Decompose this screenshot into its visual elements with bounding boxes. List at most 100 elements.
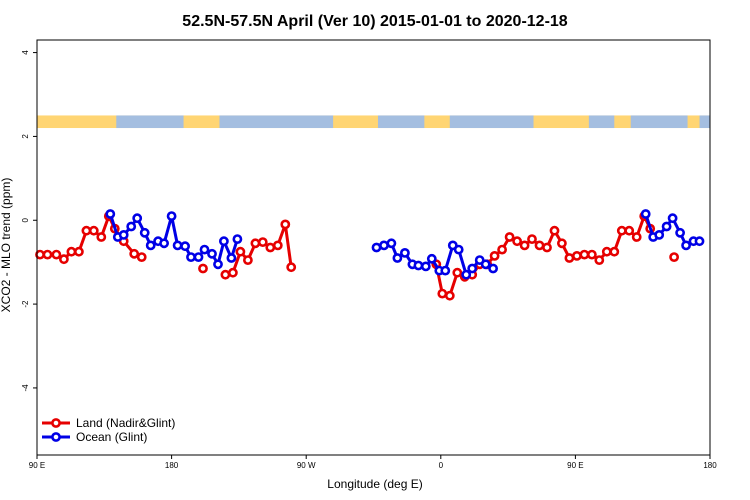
series-0-point-2-9 (286, 262, 297, 273)
axes: 90 E 180 90 W 0 90 E 180 4 2 0 -2 -4 (21, 50, 717, 470)
x-axis-label: Longitude (deg E) (327, 477, 422, 491)
legend-label-1: Ocean (Glint) (76, 430, 147, 444)
ocean-band-1 (219, 115, 334, 129)
series-0-point-3-27 (631, 232, 642, 242)
series-0-point-0-5 (74, 246, 84, 257)
series-1-point-2-8 (694, 236, 705, 247)
series-1-point-2-6 (681, 240, 691, 251)
series-0-point-2-0 (220, 269, 231, 280)
x-tick-label-4: 90 E (567, 461, 583, 470)
series-0-point-3-21 (587, 249, 597, 260)
series-0-point-3-9 (497, 244, 507, 255)
x-tick-label-2: 90 W (297, 461, 316, 470)
series-0-point-0-3 (59, 254, 69, 265)
series-0-point-3-24 (609, 246, 620, 257)
series-0-point-2-1 (227, 267, 238, 278)
series-0-point-3-13 (527, 234, 537, 244)
series-1-point-2-4 (667, 213, 678, 224)
x-tick-label-5: 180 (703, 461, 717, 470)
series-0-point-2-4 (250, 238, 261, 249)
series-1-point-1-8 (426, 253, 437, 264)
series-1-point-2-3 (661, 221, 672, 232)
series-1-point-1-7 (420, 261, 431, 272)
plot-frame (36, 39, 711, 456)
y-tick-label-0: 4 (21, 50, 30, 55)
ocean-band-3 (449, 115, 534, 129)
series-1-point-0-9 (166, 211, 177, 221)
series-1-point-2-0 (640, 209, 651, 219)
series-0-point-0-1 (42, 249, 53, 260)
series-1-point-1-10 (440, 265, 451, 276)
ocean-band-0 (116, 115, 184, 129)
series-1-point-0-2 (118, 229, 129, 240)
series-1-point-0-13 (193, 252, 204, 262)
series-0-point-2-5 (257, 237, 268, 247)
series-1-point-0-5 (139, 227, 150, 238)
chart-title: 52.5N-57.5N April (Ver 10) 2015-01-01 to… (182, 13, 568, 30)
series-0-point-2-2 (235, 246, 246, 257)
y-tick-label-2: 0 (21, 217, 30, 222)
series-0-point-3-10 (504, 232, 515, 242)
series-1-point-1-17 (488, 263, 498, 274)
series-0-point-3-15 (542, 242, 552, 253)
series-0-point-0-4 (66, 246, 77, 257)
series-1-point-0-19 (232, 234, 243, 244)
series-0-point-2-6 (265, 242, 276, 253)
series-1-point-1-0 (371, 242, 382, 253)
y-tick-label-1: 2 (21, 134, 30, 139)
series-0-point-3-1 (437, 288, 448, 299)
series-0-point-3-11 (512, 236, 522, 247)
series-0-point-3-18 (564, 253, 575, 263)
series-1-point-2-5 (675, 227, 685, 238)
series-1-point-0-16 (213, 259, 223, 270)
ocean-band-2 (377, 115, 425, 129)
series-0-point-3-23 (601, 246, 612, 257)
series-1-point-1-16 (480, 259, 491, 270)
ocean-band-4 (588, 115, 615, 129)
ocean-band-6 (699, 115, 710, 129)
series-0-point-3-17 (557, 238, 567, 249)
series-1-point-0-12 (186, 252, 196, 262)
series-0-point-2-8 (280, 219, 291, 230)
legend-marker-0 (51, 418, 61, 428)
y-tick-label-3: -2 (21, 300, 30, 308)
series-1-point-0-4 (132, 213, 143, 224)
series-1-point-1-6 (413, 260, 424, 271)
series-0-point-0-2 (51, 249, 62, 260)
series-0-point-3-14 (534, 240, 545, 251)
series-0-point-3-12 (519, 240, 530, 251)
series-0-point-3-20 (579, 249, 590, 260)
legend-marker-1 (51, 432, 61, 442)
series-0-point-0-7 (88, 225, 99, 236)
series-0-point-3-2 (444, 290, 455, 301)
y-tick-label-4: -4 (21, 384, 30, 392)
series-0-point-2-3 (242, 255, 253, 265)
x-tick-label-3: 0 (439, 461, 444, 470)
land-ocean-strip (37, 115, 710, 129)
series-0-point-1-0 (198, 263, 208, 274)
series-1-point-0-11 (180, 241, 190, 252)
series-0-point-3-3 (452, 267, 463, 278)
series-1-point-0-15 (207, 248, 217, 259)
series-1-point-1-13 (461, 269, 472, 280)
series-1-point-0-8 (159, 238, 169, 249)
x-tick-label-1: 180 (165, 461, 179, 470)
series-1-point-1-12 (453, 244, 464, 255)
series-0-point-0-13 (136, 252, 147, 262)
series-0-point-3-19 (572, 250, 582, 261)
series-1-point-1-2 (386, 238, 397, 249)
series-1-point-0-18 (226, 253, 237, 263)
series-1-point-1-3 (392, 253, 403, 263)
series-0-point-3-8 (489, 250, 500, 261)
legend: Land (Nadir&Glint)Ocean (Glint) (42, 416, 175, 444)
series-1-point-0-17 (218, 236, 229, 247)
legend-label-0: Land (Nadir&Glint) (76, 416, 175, 430)
series-1-point-0-14 (199, 244, 210, 255)
ocean-band-5 (630, 115, 688, 129)
x-tick-label-0: 90 E (29, 461, 45, 470)
series-1-point-0-0 (105, 209, 116, 219)
series-1-point-1-14 (467, 263, 478, 274)
land-band (37, 115, 710, 129)
series-1-point-0-3 (126, 221, 137, 232)
